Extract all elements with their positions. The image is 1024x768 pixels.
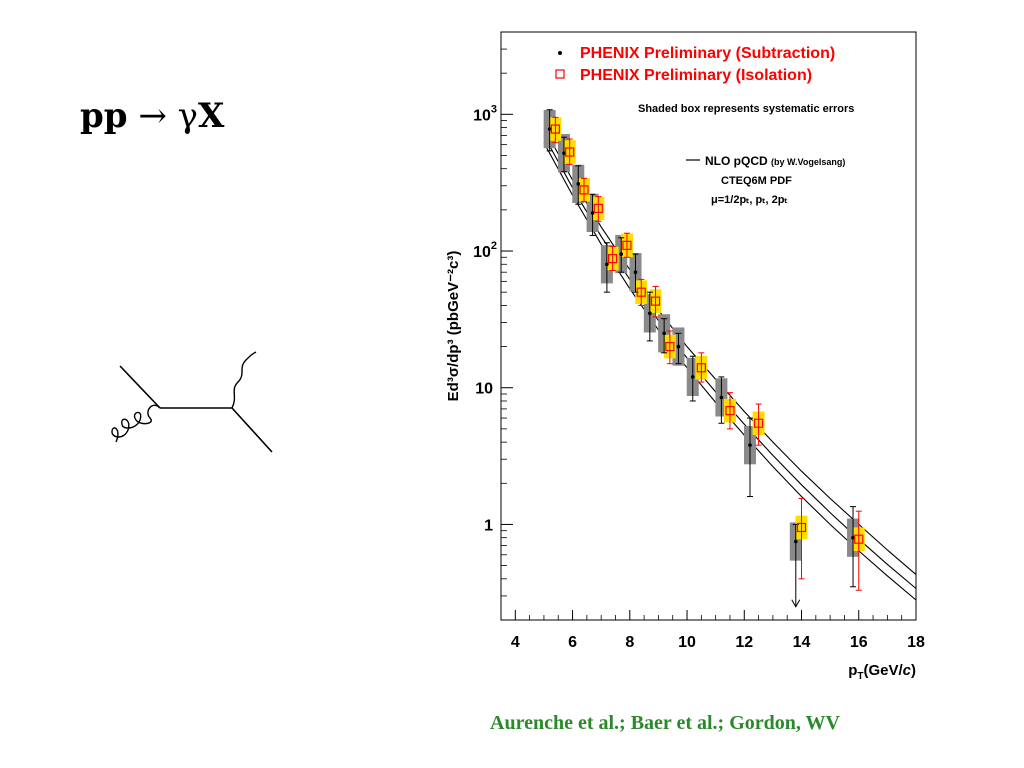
point-isolation-3	[593, 203, 603, 213]
point-isolation-2	[579, 185, 589, 195]
theory-legend: NLO pQCD (by W.Vogelsang) CTEQ6M PDF μ=1…	[686, 154, 845, 206]
theory-legend-pdf: CTEQ6M PDF	[721, 175, 792, 187]
point-subtraction-1	[562, 151, 566, 155]
point-subtraction-6	[633, 270, 638, 274]
legend-isolation-marker	[555, 69, 565, 79]
point-isolation-12	[796, 522, 807, 533]
point-subtraction-11	[719, 395, 724, 400]
formula-pp: pp	[80, 96, 128, 136]
point-isolation-13	[854, 534, 864, 544]
x-axis-title: pT(GeV/c)	[848, 662, 916, 682]
theory-legend-line1: NLO pQCD (by W.Vogelsang)	[705, 154, 845, 168]
y-tick-label: 102	[473, 240, 497, 261]
gluon-line	[111, 404, 161, 443]
x-tick-label-14: 14	[793, 634, 811, 651]
legend-subtraction-marker	[558, 51, 562, 55]
point-subtraction-2	[576, 182, 581, 186]
plot-frame	[500, 31, 917, 621]
x-tick-label-6: 6	[568, 634, 577, 651]
y-axis-title: Ed³σ/dp³ (pbGeV⁻²c³)	[445, 251, 462, 402]
x-tick-label-16: 16	[850, 634, 868, 651]
point-subtraction-14	[851, 535, 855, 540]
point-isolation-10	[725, 406, 735, 416]
legend: PHENIX Preliminary (Subtraction) PHENIX …	[555, 45, 854, 115]
point-subtraction-13	[793, 539, 798, 544]
reaction-formula: pp → γX	[80, 96, 224, 136]
y-tick-label: 10	[475, 381, 493, 398]
x-tick-label-12: 12	[735, 634, 753, 651]
x-tick-label-18: 18	[907, 634, 925, 651]
x-tick-label-4: 4	[511, 634, 520, 651]
theory-legend-scale: μ=1/2pₜ, pₜ, 2pₜ	[711, 194, 788, 206]
point-isolation-11	[753, 418, 764, 428]
point-subtraction-3	[590, 211, 595, 215]
formula-gamma: γ	[177, 96, 198, 136]
point-subtraction-12	[748, 443, 752, 447]
theory-credit: Aurenche et al.; Baer et al.; Gordon, WV	[490, 712, 840, 734]
formula-x: X	[198, 96, 225, 136]
limit-arrow-subtraction-13	[791, 599, 801, 608]
point-isolation-1	[565, 147, 575, 157]
point-subtraction-7	[648, 311, 652, 316]
point-isolation-0	[550, 124, 560, 134]
y-tick-label: 103	[473, 103, 497, 124]
x-tick-label-10: 10	[678, 634, 696, 651]
cross-section-plot: 4 6 8 10 12 14 16 18 1 10 102 103 Ed³σ/dp³ (pbGeV⁻…	[445, 31, 925, 682]
point-subtraction-0	[547, 127, 552, 131]
point-isolation-9	[696, 363, 706, 373]
point-subtraction-5	[619, 252, 624, 256]
point-isolation-5	[622, 240, 632, 250]
photon-line	[231, 351, 257, 409]
point-isolation-8	[665, 341, 675, 352]
point-isolation-4	[608, 254, 618, 264]
quark-line-outgoing	[231, 407, 273, 453]
legend-subtraction-label: PHENIX Preliminary (Subtraction)	[580, 45, 835, 62]
y-axis-label: Ed³σ/dp³ (pbGeV⁻²c³)	[445, 251, 462, 402]
point-isolation-7	[650, 296, 661, 306]
quark-line-incoming	[119, 365, 161, 409]
legend-isolation-label: PHENIX Preliminary (Isolation)	[580, 67, 812, 84]
feynman-diagram	[111, 351, 273, 453]
point-subtraction-9	[676, 344, 681, 349]
point-subtraction-8	[662, 331, 666, 336]
point-subtraction-4	[605, 262, 609, 267]
point-subtraction-10	[690, 375, 695, 379]
legend-systematic-note: Shaded box represents systematic errors	[638, 103, 854, 115]
y-tick-label: 1	[484, 517, 493, 534]
formula-arrow: →	[138, 96, 167, 136]
point-isolation-6	[636, 287, 646, 297]
x-tick-label-8: 8	[625, 634, 634, 651]
